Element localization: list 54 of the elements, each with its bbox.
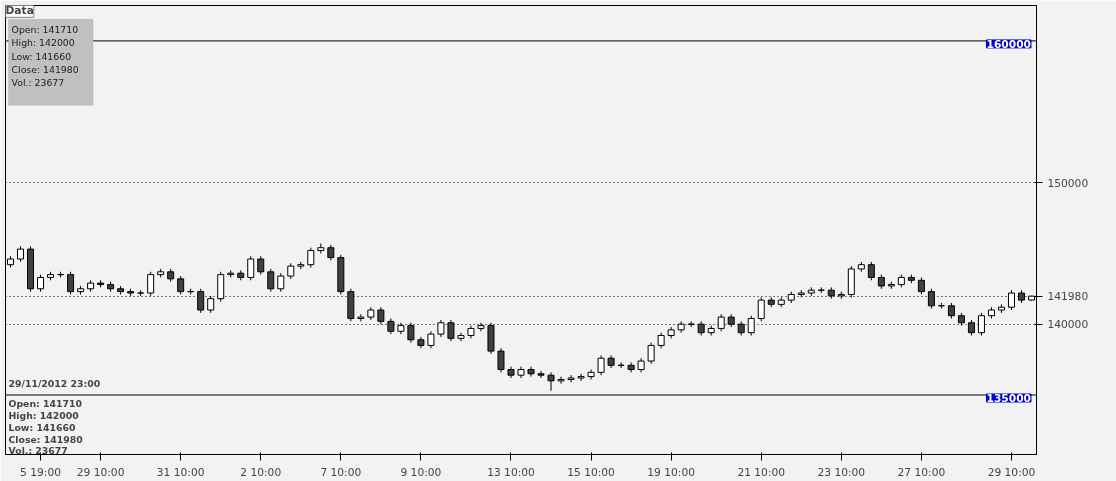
annotation: Open: 141710: [8, 398, 83, 410]
candlestick: [547, 371, 555, 392]
x-tick-label: 23 10:00: [817, 465, 866, 479]
x-tick-label: 15 10:00: [567, 465, 616, 479]
annotation: Vol.: 23677: [11, 77, 65, 89]
x-tick-label: 29 10:00: [76, 465, 125, 479]
annotation: Vol.: 23677: [8, 445, 68, 457]
annotation: Close: 141980: [8, 433, 84, 445]
annotation: Close: 141980: [11, 64, 79, 76]
annotation: Low: 141660: [11, 50, 72, 62]
y-tick-label: 140000: [1047, 318, 1089, 332]
candlestick: [457, 332, 465, 342]
candlestick: [927, 288, 935, 310]
candlestick: [537, 370, 545, 379]
x-tick-label: 2 10:00: [240, 465, 282, 479]
candlestick: [147, 271, 155, 297]
candlestick: [867, 261, 875, 281]
candlestick: [757, 296, 765, 322]
x-tick-label: 9 10:00: [400, 465, 442, 479]
candlestick: [567, 374, 575, 383]
candlestick: [197, 288, 205, 314]
candlestick: [177, 275, 185, 295]
candlestick: [557, 376, 565, 385]
candlestick: [257, 255, 265, 276]
x-tick-label: 19 10:00: [647, 465, 696, 479]
candlestick: [627, 361, 635, 373]
annotation: High: 142000: [11, 37, 75, 49]
ref-line-label: 135000: [986, 392, 1031, 406]
candlestick: [577, 373, 585, 382]
candlestick: [277, 272, 285, 293]
candlestick: [527, 366, 535, 378]
annotation: High: 142000: [8, 409, 80, 421]
annotation: Low: 141660: [8, 421, 76, 433]
candlestick: [267, 268, 275, 293]
ref-line-label: 160000: [986, 37, 1031, 51]
x-tick-label: 29 10:00: [987, 465, 1036, 479]
x-tick-label: 27 10:00: [897, 465, 946, 479]
candlestick: [1007, 289, 1015, 311]
y-tick-label: 141980: [1047, 290, 1089, 304]
annotation: Data: [5, 4, 34, 18]
candlestick: [307, 247, 315, 269]
x-tick-label: 21 10:00: [737, 465, 786, 479]
x-tick-label: 31 10:00: [156, 465, 205, 479]
annotation: 29/11/2012 23:00: [8, 378, 101, 390]
candlestick: [647, 342, 655, 365]
candlestick: [497, 347, 505, 373]
candlestick: [597, 354, 605, 376]
y-tick-label: 150000: [1047, 176, 1089, 190]
x-tick-label: 13 10:00: [487, 465, 536, 479]
x-tick-label: 5 19:00: [20, 465, 62, 479]
candlestick: [247, 255, 255, 281]
x-tick-label: 7 10:00: [320, 465, 362, 479]
candlestick: [67, 271, 75, 295]
annotation: Open: 141710: [11, 24, 79, 36]
